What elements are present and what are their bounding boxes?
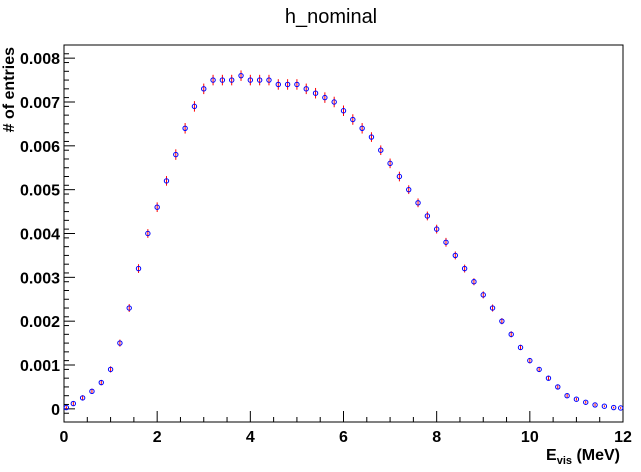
data-point (564, 392, 570, 399)
data-point (70, 400, 77, 407)
data-point (433, 226, 440, 232)
data-point (368, 134, 375, 140)
y-tick-label: 0.005 (20, 183, 60, 200)
data-point (145, 230, 151, 237)
data-point (247, 77, 254, 83)
data-point (461, 265, 468, 272)
data-point (182, 125, 188, 131)
data-point (154, 204, 160, 210)
data-series (63, 70, 624, 411)
data-point (229, 77, 235, 83)
x-axis-title-rest: (MeV) (572, 447, 620, 464)
axes-ticks (63, 44, 624, 423)
data-point (201, 86, 207, 92)
data-point (610, 404, 617, 411)
x-axis-title-main: E (546, 447, 557, 464)
data-point (191, 103, 198, 110)
data-point (210, 77, 216, 83)
tick-labels: 0 2 4 6 8 10 12 0 0.001 0.002 0.003 0.004 0.005 0.006… (20, 51, 632, 446)
data-point (98, 379, 104, 386)
data-point (117, 340, 123, 346)
data-point (396, 173, 403, 180)
data-point (294, 81, 300, 88)
data-point (256, 77, 263, 83)
data-point (601, 403, 608, 409)
data-point (303, 86, 309, 92)
data-point (536, 366, 542, 373)
data-point (266, 77, 272, 83)
y-tick-label: 0 (51, 402, 60, 419)
data-point (424, 213, 431, 219)
data-point (508, 331, 514, 338)
x-tick-label: 12 (614, 429, 632, 446)
data-point (107, 366, 114, 373)
data-point (219, 77, 226, 83)
data-point (415, 200, 421, 206)
data-point (312, 90, 319, 96)
data-point (499, 318, 505, 324)
x-tick-label: 0 (60, 429, 69, 446)
x-axis-title-sub: vis (557, 455, 572, 467)
x-axis-title: Evis (MeV) (546, 447, 620, 467)
data-point (573, 396, 580, 402)
data-point (378, 147, 384, 153)
data-point (555, 384, 561, 390)
data-point (340, 108, 347, 114)
data-point (545, 375, 552, 381)
y-tick-label: 0.003 (20, 270, 60, 287)
data-point (592, 402, 598, 408)
data-point (350, 116, 356, 123)
x-tick-label: 8 (432, 429, 441, 446)
data-point (79, 395, 86, 401)
data-point (163, 178, 170, 184)
data-point (359, 125, 365, 131)
data-point (63, 404, 70, 411)
data-point (452, 252, 458, 259)
data-point (489, 305, 496, 311)
chart-title: h_nominal (285, 6, 377, 28)
data-point (387, 160, 393, 167)
data-point (406, 186, 412, 193)
data-point (480, 292, 486, 298)
data-point (331, 99, 337, 105)
data-point (617, 405, 624, 411)
x-tick-label: 2 (153, 429, 162, 446)
y-tick-label: 0.001 (20, 358, 60, 375)
data-point (126, 305, 132, 311)
x-tick-label: 4 (246, 429, 255, 446)
data-point (322, 94, 328, 101)
data-point (238, 72, 244, 79)
data-point (443, 239, 449, 245)
data-point (173, 151, 179, 158)
data-point (89, 388, 95, 395)
y-tick-label: 0.004 (20, 227, 60, 244)
x-tick-label: 6 (339, 429, 348, 446)
data-point (517, 344, 524, 351)
data-point (135, 265, 142, 272)
y-tick-label: 0.006 (20, 139, 60, 156)
data-point (284, 81, 291, 88)
data-point (527, 357, 533, 364)
y-tick-label: 0.008 (20, 51, 60, 68)
data-point (471, 279, 477, 285)
y-axis-title: # of entries (1, 47, 18, 132)
y-tick-label: 0.007 (20, 95, 60, 112)
data-point (275, 81, 281, 88)
data-point (583, 399, 589, 405)
y-tick-label: 0.002 (20, 314, 60, 331)
x-tick-label: 10 (521, 429, 539, 446)
